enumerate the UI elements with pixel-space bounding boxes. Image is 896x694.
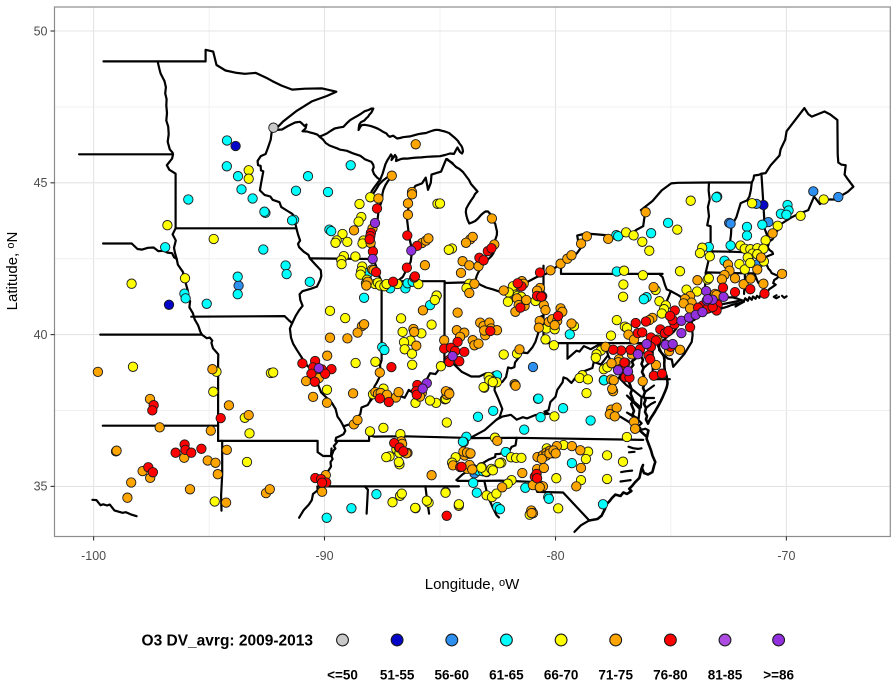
svg-text:35: 35 [34, 480, 48, 494]
svg-text:56-60: 56-60 [435, 668, 470, 683]
svg-text:71-75: 71-75 [598, 668, 633, 683]
svg-text:-90: -90 [315, 549, 333, 563]
svg-text:-80: -80 [546, 549, 564, 563]
svg-text:76-80: 76-80 [653, 668, 688, 683]
svg-text:51-55: 51-55 [380, 668, 415, 683]
svg-text:50: 50 [34, 24, 48, 38]
svg-text:O3 DV_avrg: 2009-2013: O3 DV_avrg: 2009-2013 [142, 633, 314, 650]
svg-text:61-65: 61-65 [489, 668, 524, 683]
svg-text:<=50: <=50 [327, 668, 358, 683]
svg-text:-70: -70 [777, 549, 795, 563]
svg-text:Longitude, oW: Longitude, oW [425, 576, 520, 593]
svg-text:Latitude, oN: Latitude, oN [4, 232, 21, 311]
svg-text:>=86: >=86 [763, 668, 794, 683]
svg-text:40: 40 [34, 328, 48, 342]
svg-text:45: 45 [34, 176, 48, 190]
svg-text:66-70: 66-70 [544, 668, 579, 683]
svg-text:-100: -100 [81, 549, 106, 563]
svg-text:81-85: 81-85 [708, 668, 743, 683]
